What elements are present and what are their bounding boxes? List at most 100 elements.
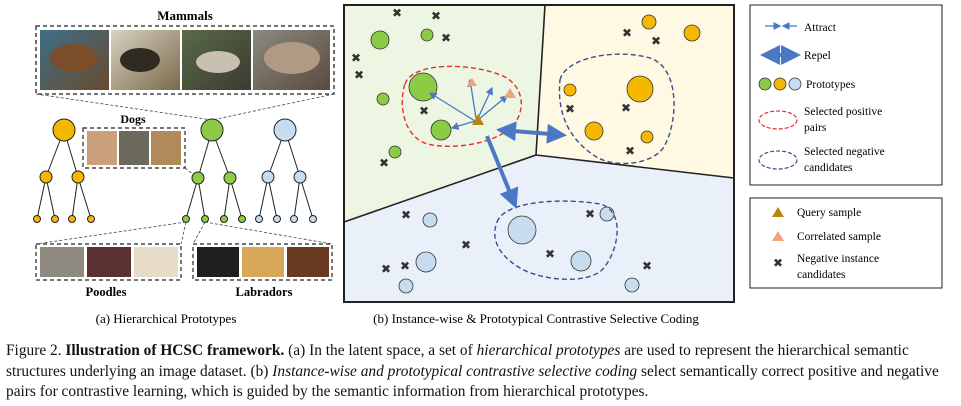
svg-text:✖: ✖ bbox=[441, 31, 451, 45]
svg-text:✖: ✖ bbox=[651, 34, 661, 48]
legend-attract: Attract bbox=[804, 22, 837, 34]
tree-blue bbox=[255, 118, 317, 223]
green-mid-prototype-dogs bbox=[191, 171, 205, 185]
svg-text:✖: ✖ bbox=[565, 102, 575, 116]
legend-positive-line2: pairs bbox=[804, 122, 827, 134]
green-root-prototype bbox=[200, 118, 224, 142]
green-leaf-prototype bbox=[220, 215, 228, 223]
dogs-label: Dogs bbox=[120, 112, 146, 126]
legend-negative-line1: Selected negative bbox=[804, 146, 885, 158]
legend-top: Attract Repel Prototypes Selected positi… bbox=[749, 4, 943, 186]
caption-prefix: Figure 2. bbox=[6, 342, 66, 359]
correlated-sample bbox=[467, 78, 477, 86]
blue-prototype bbox=[624, 277, 640, 293]
svg-text:✖: ✖ bbox=[642, 259, 652, 273]
svg-text:✖: ✖ bbox=[354, 68, 364, 82]
gold-leaf-prototype bbox=[33, 215, 41, 223]
legend-bottom: Query sample Correlated sample ✖ Negativ… bbox=[749, 197, 943, 289]
legend-negative-instance-icon: ✖ bbox=[773, 256, 783, 270]
svg-text:✖: ✖ bbox=[379, 156, 389, 170]
green-prototype bbox=[420, 28, 434, 42]
blue-prototype bbox=[599, 206, 615, 222]
green-leaf-prototype bbox=[238, 215, 246, 223]
caption-italic2: Instance-wise and prototypical contrasti… bbox=[272, 362, 638, 380]
green-prototype-medium bbox=[430, 119, 452, 141]
gold-prototype bbox=[563, 83, 577, 97]
legend-prototype-blue bbox=[788, 77, 802, 91]
panel-a: Mammals Dogs bbox=[33, 8, 335, 326]
dog-photo-3 bbox=[151, 131, 181, 165]
legend-prototype-green bbox=[758, 77, 772, 91]
green-leaf-prototype-poodles bbox=[182, 215, 190, 223]
legend-query-icon bbox=[772, 207, 784, 217]
mammals-label: Mammals bbox=[157, 8, 213, 23]
dog-photo-1 bbox=[87, 131, 117, 165]
svg-text:✖: ✖ bbox=[381, 262, 391, 276]
blue-leaf-prototype bbox=[273, 215, 281, 223]
caption-title: Illustration of HCSC framework. bbox=[65, 342, 285, 359]
blue-prototype bbox=[570, 250, 592, 272]
svg-text:✖: ✖ bbox=[625, 144, 635, 158]
svg-text:✖: ✖ bbox=[419, 104, 429, 118]
panel-b: ✖ ✖ ✖✖ ✖✖ ✖ ✖✖ ✖✖ ✖ ✖ ✖ ✖✖ ✖✖ ✖ (b) Instan… bbox=[343, 4, 735, 326]
svg-text:✖: ✖ bbox=[461, 238, 471, 252]
green-mid-prototype-2 bbox=[223, 171, 237, 185]
caption-part2: are used to represent the hierarchical s… bbox=[6, 342, 909, 380]
tree-gold bbox=[33, 118, 95, 223]
svg-text:✖: ✖ bbox=[351, 51, 361, 65]
latent-space-frame bbox=[343, 4, 735, 303]
green-prototype bbox=[370, 30, 390, 50]
legend-neg-instance-line2: candidates bbox=[797, 269, 846, 281]
attract-arrows bbox=[428, 78, 509, 130]
gold-prototype bbox=[641, 14, 657, 30]
legend-negative-line2: candidates bbox=[804, 162, 853, 174]
gold-mid-prototype-2 bbox=[71, 170, 85, 184]
correlated-sample bbox=[504, 88, 516, 98]
legend-positive-line1: Selected positive bbox=[804, 106, 882, 118]
gold-leaf-prototype bbox=[87, 215, 95, 223]
gold-leaf-prototype bbox=[68, 215, 76, 223]
blue-leaf-prototype bbox=[255, 215, 263, 223]
blue-mid-prototype-2 bbox=[293, 170, 307, 184]
blue-prototype-large bbox=[507, 215, 537, 245]
legend-correlated: Correlated sample bbox=[797, 231, 881, 243]
svg-text:✖: ✖ bbox=[401, 208, 411, 222]
green-leaf-prototype-labradors bbox=[201, 215, 209, 223]
svg-text:✖: ✖ bbox=[621, 101, 631, 115]
svg-text:✖: ✖ bbox=[545, 247, 555, 261]
gold-mid-prototype-1 bbox=[39, 170, 53, 184]
gold-prototype bbox=[584, 121, 604, 141]
legend-negative-swatch bbox=[758, 150, 798, 170]
legend-repel: Repel bbox=[804, 50, 831, 62]
green-prototype-large bbox=[408, 72, 438, 102]
gold-root-prototype bbox=[52, 118, 76, 142]
blue-mid-prototype-1 bbox=[261, 170, 275, 184]
region-green bbox=[344, 5, 545, 222]
selected-negative-region-blue bbox=[494, 200, 618, 280]
gold-prototype bbox=[683, 24, 701, 42]
legend-neg-instance-line1: Negative instance bbox=[797, 253, 879, 265]
legend-prototype-gold bbox=[773, 77, 787, 91]
mammals-image-box bbox=[35, 25, 335, 95]
legend-query: Query sample bbox=[797, 207, 861, 219]
blue-prototype bbox=[398, 278, 414, 294]
legend-positive-swatch bbox=[758, 110, 798, 130]
svg-text:✖: ✖ bbox=[622, 26, 632, 40]
blue-leaf-prototype bbox=[309, 215, 317, 223]
gold-leaf-prototype bbox=[51, 215, 59, 223]
blue-prototype bbox=[415, 251, 437, 273]
caption-part1: (a) In the latent space, a set of bbox=[284, 342, 477, 359]
dogs-image-box bbox=[82, 127, 186, 169]
svg-text:✖: ✖ bbox=[392, 6, 402, 20]
labradors-label: Labradors bbox=[236, 285, 293, 299]
caption-part3: select semantically correct positive and… bbox=[6, 362, 939, 401]
gold-prototype bbox=[640, 130, 654, 144]
legend-correlated-icon bbox=[772, 231, 784, 241]
legend-prototypes: Prototypes bbox=[806, 79, 856, 91]
region-blue bbox=[344, 155, 734, 302]
figure-caption: Figure 2. Illustration of HCSC framework… bbox=[6, 341, 956, 403]
labradors-image-box bbox=[192, 243, 333, 281]
svg-text:✖: ✖ bbox=[431, 9, 441, 23]
svg-text:✖: ✖ bbox=[585, 207, 595, 221]
